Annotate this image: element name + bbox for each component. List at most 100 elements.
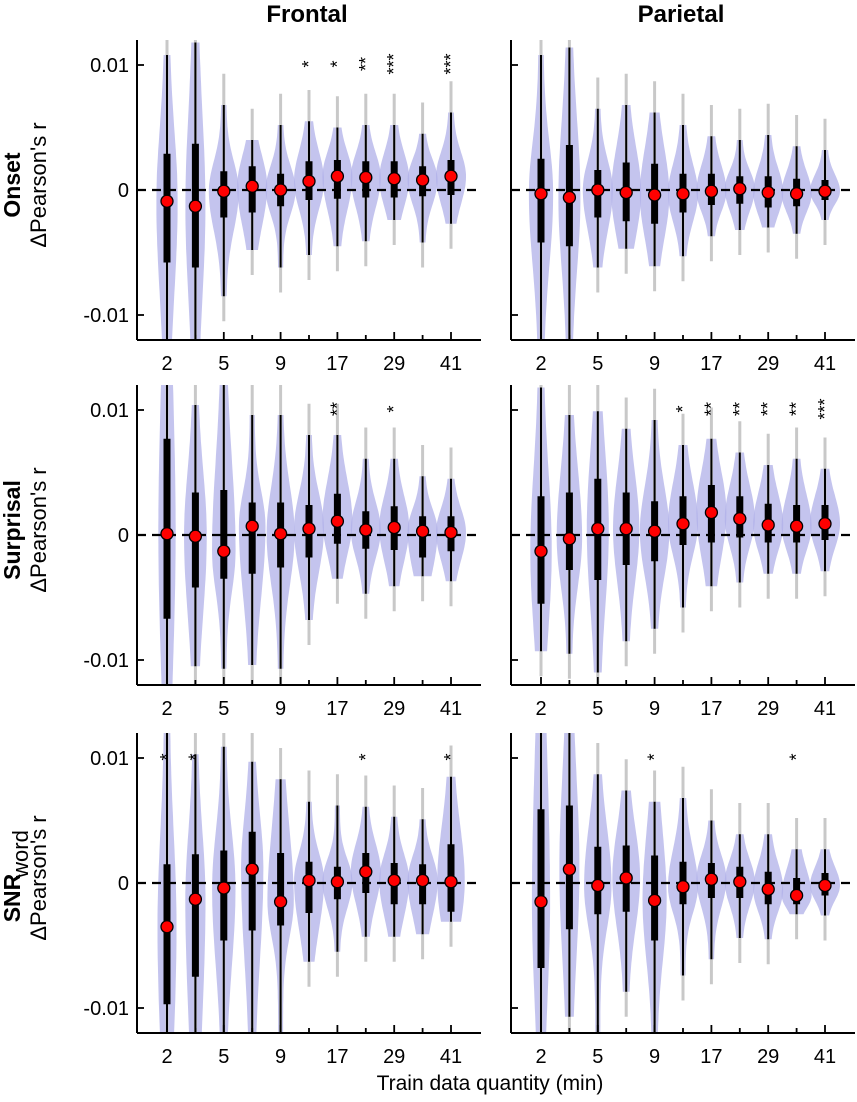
median-dot [676, 880, 690, 894]
median-dot [647, 893, 662, 908]
y-tick-label: 0 [118, 873, 129, 895]
row-title-snr-subscript: word [8, 830, 33, 879]
iqr-box [277, 853, 285, 926]
significance-marker: ** [327, 402, 347, 416]
x-tick-label: 5 [592, 1046, 603, 1068]
significance-marker: * [327, 60, 347, 67]
median-dot [534, 187, 548, 201]
significance-marker: * [356, 753, 376, 760]
ylabel-snr: ΔPearson's r [26, 815, 51, 940]
x-tick-label: 2 [161, 698, 172, 720]
median-dot [534, 544, 548, 558]
median-dot [245, 519, 259, 533]
y-tick-label: -0.01 [83, 305, 129, 327]
median-dot [217, 881, 231, 895]
iqr-box [305, 861, 313, 913]
x-tick-label: 41 [440, 698, 462, 720]
labels-layer: Frontal Parietal Onset ΔPearson's r Surp… [0, 1, 724, 1095]
median-dot [444, 875, 458, 889]
x-tick-label: 9 [649, 698, 660, 720]
median-dot [704, 184, 719, 198]
median-dot [647, 524, 662, 538]
median-dot [761, 185, 775, 200]
significance-marker: *** [384, 53, 404, 74]
significance-marker: ** [701, 402, 721, 416]
median-dot [562, 862, 577, 876]
median-dot [761, 882, 775, 896]
y-tick-label: -0.01 [83, 650, 129, 672]
median-dot [591, 878, 605, 893]
median-dot [273, 183, 288, 197]
panel-parietal-snr-word: * * 2 5 9 17 29 41 [510, 733, 855, 1068]
significance-marker: * [299, 60, 319, 67]
x-tick-label: 9 [649, 353, 660, 375]
iqr-box [248, 831, 256, 931]
panels-layer: * * ** *** ***0.010-0.012 5 9 17 29 41 2 5 9 17 29 41**… [83, 40, 855, 1068]
median-dot [619, 871, 633, 885]
median-dot [387, 520, 401, 535]
median-dot [733, 512, 747, 526]
median-dot [302, 174, 316, 188]
median-dot [733, 182, 747, 196]
median-dot [160, 527, 174, 541]
iqr-box [537, 809, 545, 968]
median-dot [415, 873, 430, 888]
iqr-box [248, 502, 256, 574]
x-tick-label: 41 [814, 353, 836, 375]
x-tick-label: 41 [814, 698, 836, 720]
median-dot [534, 895, 548, 909]
panel-frontal-onset: * * ** *** ***0.010-0.012 5 9 17 29 41 [83, 40, 481, 375]
significance-marker: ** [356, 57, 376, 71]
x-tick-label: 2 [535, 1046, 546, 1068]
x-tick-label: 29 [757, 698, 779, 720]
x-tick-label: 5 [218, 1046, 229, 1068]
x-tick-label: 29 [383, 1046, 405, 1068]
x-tick-label: 17 [326, 1046, 348, 1068]
ylabel-surprisal: ΔPearson's r [26, 467, 51, 592]
median-dot [415, 173, 430, 187]
iqr-box [163, 153, 171, 263]
median-dot [359, 170, 373, 185]
x-tick-label: 9 [649, 1046, 660, 1068]
panel-frontal-surprisal: ** *0.010-0.012 5 9 17 29 41 [83, 385, 481, 720]
median-dot [387, 873, 401, 888]
median-dot [704, 872, 719, 886]
median-dot [217, 184, 231, 198]
x-tick-label: 29 [383, 698, 405, 720]
median-dot [245, 862, 259, 876]
median-dot [591, 183, 605, 197]
median-dot [359, 865, 373, 879]
x-tick-label: 17 [326, 353, 348, 375]
significance-marker: * [157, 753, 177, 760]
median-dot [562, 190, 577, 205]
median-dot [160, 194, 174, 208]
significance-marker: * [384, 405, 404, 412]
significance-marker: * [673, 405, 693, 412]
row-title-onset: Onset [0, 152, 25, 218]
significance-marker: * [185, 753, 205, 760]
median-dot [591, 522, 605, 536]
median-dot [676, 517, 690, 531]
median-dot [302, 873, 316, 888]
significance-marker: ** [758, 402, 778, 416]
median-dot [359, 523, 373, 537]
col-title-parietal: Parietal [638, 1, 725, 28]
x-tick-label: 29 [757, 353, 779, 375]
median-dot [818, 878, 832, 893]
median-dot [188, 892, 203, 906]
panel-parietal-onset: 2 5 9 17 29 41 [510, 40, 855, 375]
median-dot [733, 875, 747, 889]
row-title-snr: SNR [0, 873, 25, 922]
x-tick-label: 17 [326, 698, 348, 720]
x-tick-label: 9 [275, 698, 286, 720]
median-dot [217, 544, 231, 558]
median-dot [818, 184, 832, 198]
y-tick-label: -0.01 [83, 998, 129, 1020]
median-dot [302, 522, 316, 536]
row-title-snr-group: SNR word [0, 830, 33, 922]
significance-marker: * [787, 753, 807, 760]
x-tick-label: 5 [592, 698, 603, 720]
median-dot [330, 875, 345, 889]
significance-marker: ** [787, 402, 807, 416]
